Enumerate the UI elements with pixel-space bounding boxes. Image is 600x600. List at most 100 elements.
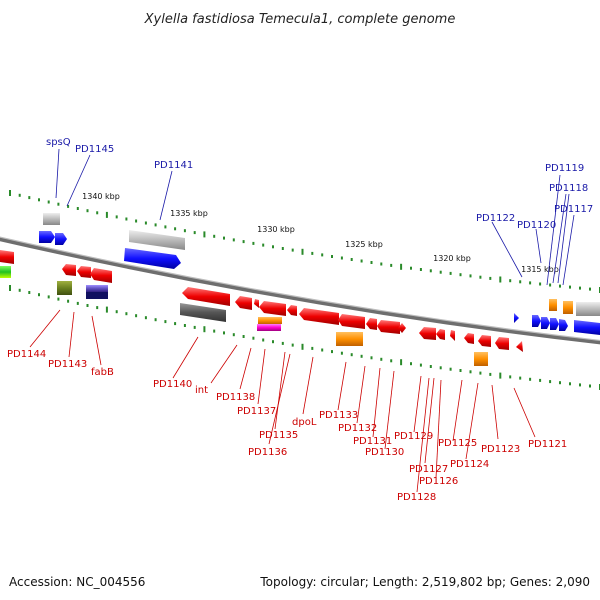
- minor-tick-mark: [232, 238, 235, 242]
- label-PD1124[interactable]: PD1124: [450, 459, 489, 470]
- gene-PD1118: [550, 318, 559, 330]
- minor-tick-mark: [174, 322, 177, 326]
- minor-tick-mark: [252, 336, 255, 340]
- minor-tick-mark: [589, 287, 591, 291]
- minor-tick-mark: [252, 241, 255, 245]
- minor-tick-mark: [47, 200, 50, 204]
- minor-tick-mark: [449, 271, 452, 275]
- label-PD1128[interactable]: PD1128: [397, 492, 436, 503]
- minor-tick-mark: [183, 324, 186, 327]
- minor-tick-mark: [429, 365, 432, 368]
- label-PD1136[interactable]: PD1136: [248, 447, 287, 458]
- minor-tick-mark: [193, 325, 196, 329]
- label-PD1144[interactable]: PD1144: [7, 349, 46, 360]
- minor-tick-mark: [350, 353, 353, 357]
- label-PD1132[interactable]: PD1132: [338, 423, 377, 434]
- label-PD1137[interactable]: PD1137: [237, 406, 276, 417]
- label-PD1125[interactable]: PD1125: [438, 438, 477, 449]
- minor-tick-mark: [232, 333, 235, 337]
- label-PD1118[interactable]: PD1118: [549, 183, 588, 194]
- label-PD1126[interactable]: PD1126: [419, 476, 458, 487]
- label-PD1121[interactable]: PD1121: [528, 439, 567, 450]
- minor-tick-mark: [272, 340, 274, 344]
- minor-tick-mark: [67, 204, 70, 208]
- label-PD1120[interactable]: PD1120: [517, 220, 556, 231]
- gene-spsQ: [39, 231, 55, 243]
- label-PD1127[interactable]: PD1127: [409, 464, 448, 475]
- minor-tick-mark: [390, 263, 393, 267]
- minor-tick-mark: [321, 253, 324, 257]
- label-dpoL[interactable]: dpoL: [292, 417, 317, 428]
- genome-summary-text: Topology: circular; Length: 2,519,802 bp…: [259, 575, 590, 589]
- minor-tick-mark: [135, 219, 138, 223]
- gene-PD1141: [124, 248, 181, 269]
- minor-tick-mark: [213, 234, 216, 238]
- gene-PD1125: [478, 335, 491, 347]
- label-PD1140[interactable]: PD1140: [153, 379, 192, 390]
- map-title: Xylella fastidiosa Temecula1, complete g…: [144, 12, 456, 27]
- minor-tick-mark: [164, 320, 167, 324]
- gene-PD1128: [450, 330, 455, 341]
- minor-tick-mark: [519, 376, 522, 380]
- label-spsQ[interactable]: spsQ: [46, 137, 71, 148]
- label-PD1143[interactable]: PD1143: [48, 359, 87, 370]
- label-PD1117[interactable]: PD1117: [554, 204, 593, 215]
- label-PD1145[interactable]: PD1145: [75, 144, 114, 155]
- label-PD1135[interactable]: PD1135: [259, 430, 298, 441]
- gene-PD1126: [464, 333, 474, 344]
- minor-tick-mark: [459, 273, 462, 277]
- minor-tick-mark: [459, 369, 462, 372]
- minor-tick-mark: [281, 341, 284, 345]
- gene-PD1140: [182, 287, 230, 306]
- minor-tick-mark: [559, 284, 561, 288]
- minor-tick-mark: [390, 359, 393, 363]
- minor-tick-mark: [242, 335, 245, 338]
- minor-tick-mark: [559, 381, 561, 385]
- minor-tick-mark: [569, 285, 571, 289]
- minor-tick-mark: [311, 346, 314, 350]
- label-PD1130[interactable]: PD1130: [365, 447, 404, 458]
- major-tick-mark: [9, 190, 11, 196]
- gene-PD1130: [398, 323, 406, 333]
- label-int[interactable]: int: [195, 385, 208, 396]
- label-PD1141[interactable]: PD1141: [154, 160, 193, 171]
- minor-tick-mark: [223, 331, 225, 335]
- gene-dpoL: [299, 308, 339, 325]
- label-PD1133[interactable]: PD1133: [319, 410, 358, 421]
- minor-tick-mark: [589, 384, 591, 388]
- gene-PD1135: [258, 317, 282, 324]
- minor-tick-mark: [439, 366, 442, 370]
- minor-tick-mark: [223, 236, 225, 240]
- major-tick-mark: [400, 359, 403, 366]
- minor-tick-mark: [262, 243, 265, 247]
- minor-tick-mark: [57, 202, 60, 206]
- gene-PD1129: [419, 327, 436, 340]
- minor-tick-mark: [38, 198, 40, 202]
- gene-PD1132: [366, 318, 377, 330]
- minor-tick-mark: [38, 293, 40, 297]
- major-tick-mark: [105, 211, 108, 218]
- gene-PD1127: [436, 329, 445, 340]
- label-PD1138[interactable]: PD1138: [216, 392, 255, 403]
- label-fabB[interactable]: fabB: [91, 367, 114, 378]
- minor-tick-mark: [281, 247, 284, 250]
- minor-tick-mark: [76, 207, 79, 210]
- reverse-genes: [0, 250, 523, 366]
- label-PD1129[interactable]: PD1129: [394, 431, 433, 442]
- label-PD1123[interactable]: PD1123: [481, 444, 520, 455]
- minor-tick-mark: [291, 248, 294, 252]
- minor-tick-mark: [439, 270, 442, 274]
- gene-PD1117-a: [559, 319, 568, 331]
- label-PD1131[interactable]: PD1131: [353, 436, 392, 447]
- minor-tick-mark: [47, 295, 50, 299]
- gene-PD1122: [514, 313, 519, 323]
- gene-PD1117: [574, 320, 600, 335]
- label-PD1122[interactable]: PD1122: [476, 213, 515, 224]
- minor-tick-mark: [489, 372, 492, 376]
- gene-PD1143: [57, 281, 72, 295]
- label-PD1119[interactable]: PD1119: [545, 163, 584, 174]
- major-tick-mark: [105, 306, 108, 313]
- inner-tick-track: [9, 285, 600, 390]
- minor-tick-mark: [489, 276, 492, 280]
- gene-PD1144-b: [77, 266, 91, 278]
